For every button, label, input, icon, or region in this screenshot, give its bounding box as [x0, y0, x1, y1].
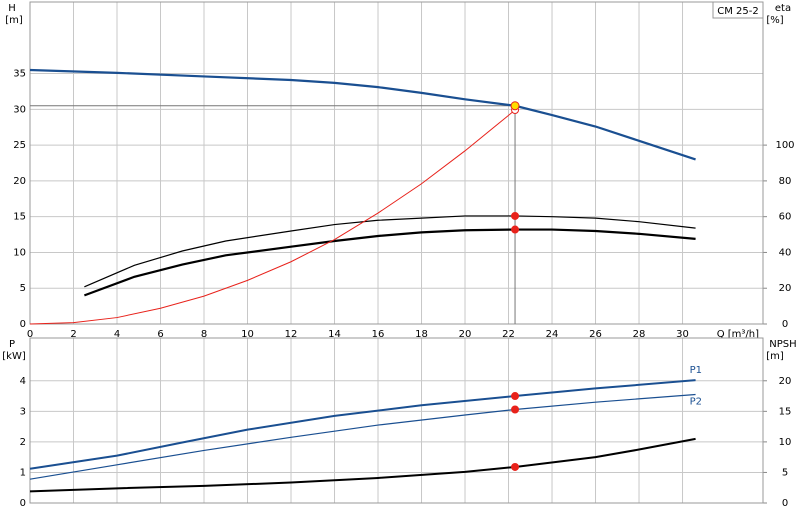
- x-tick-label: 24: [546, 329, 559, 340]
- y-tick-label: 20: [13, 176, 26, 187]
- y2-tick-label: 60: [779, 212, 792, 223]
- y-tick-label: 5: [20, 283, 26, 294]
- x-tick-label: 6: [157, 329, 163, 340]
- y-tick-label: 15: [13, 212, 26, 223]
- duty-marker: [511, 211, 520, 220]
- x-tick-label: 26: [589, 329, 602, 340]
- plot-frame: [29, 337, 764, 504]
- y2-tick-label: 80: [779, 176, 792, 187]
- y2-axis-label: eta: [775, 3, 791, 14]
- y2-tick-label: 100: [775, 140, 794, 151]
- x-tick-label: 10: [241, 329, 254, 340]
- y-tick-label: 1: [20, 467, 26, 478]
- series-label: P1: [690, 365, 702, 376]
- curve: [29, 68, 696, 161]
- curve: [84, 215, 696, 288]
- x-tick-label: 18: [415, 329, 428, 340]
- curve: [29, 109, 516, 325]
- duty-marker: [511, 392, 520, 401]
- y-tick-label: 4: [20, 376, 26, 387]
- x-tick-label: 0: [27, 329, 33, 340]
- x-tick-label: 20: [459, 329, 472, 340]
- x-tick-label: 30: [676, 329, 689, 340]
- y2-axis-unit: [m]: [766, 351, 784, 362]
- y-tick-label: 30: [13, 104, 26, 115]
- y-tick-label: 0: [20, 319, 26, 330]
- y2-tick-label: 40: [779, 247, 792, 258]
- x-tick-label: 14: [328, 329, 341, 340]
- y-axis-unit: [kW]: [2, 351, 26, 362]
- curve: [83, 228, 696, 297]
- y2-tick-label: 20: [779, 283, 792, 294]
- duty-point: [510, 101, 520, 111]
- x-tick-label: 2: [70, 329, 76, 340]
- x-tick-label: 12: [285, 329, 298, 340]
- duty-marker: [511, 225, 520, 234]
- y-tick-label: 3: [20, 406, 26, 417]
- y2-tick-label: 5: [782, 467, 788, 478]
- y-tick-label: 10: [13, 247, 26, 258]
- y2-tick-label: 0: [782, 498, 788, 509]
- y-tick-label: 0: [20, 498, 26, 509]
- x-tick-label: 22: [502, 329, 515, 340]
- y-tick-label: 2: [20, 437, 26, 448]
- x-tick-label: 16: [372, 329, 385, 340]
- y2-axis-label: NPSH: [769, 339, 796, 350]
- curve: [29, 393, 696, 480]
- plot-frame: [29, 1, 764, 325]
- y2-tick-label: 0: [782, 319, 788, 330]
- y2-axis-unit: [%]: [766, 15, 783, 26]
- x-tick-label: 28: [633, 329, 646, 340]
- y2-tick-label: 15: [779, 406, 792, 417]
- curve-label: CM 25-2: [717, 6, 758, 17]
- y2-tick-label: 20: [779, 376, 792, 387]
- x-axis-label: Q [m³/h]: [717, 329, 759, 340]
- y-axis-label: H: [8, 3, 16, 14]
- y-tick-label: 25: [13, 140, 26, 151]
- curve: [29, 437, 696, 493]
- y-axis-label: P: [9, 339, 15, 350]
- duty-marker: [511, 462, 520, 471]
- x-tick-label: 8: [201, 329, 207, 340]
- curve: [29, 379, 696, 470]
- x-tick-label: 4: [114, 329, 120, 340]
- y2-tick-label: 10: [779, 437, 792, 448]
- curve-label-box: [712, 1, 764, 19]
- duty-marker: [511, 405, 520, 414]
- y-tick-label: 35: [13, 69, 26, 80]
- series-label: P2: [690, 397, 702, 408]
- y-axis-unit: [m]: [5, 15, 23, 26]
